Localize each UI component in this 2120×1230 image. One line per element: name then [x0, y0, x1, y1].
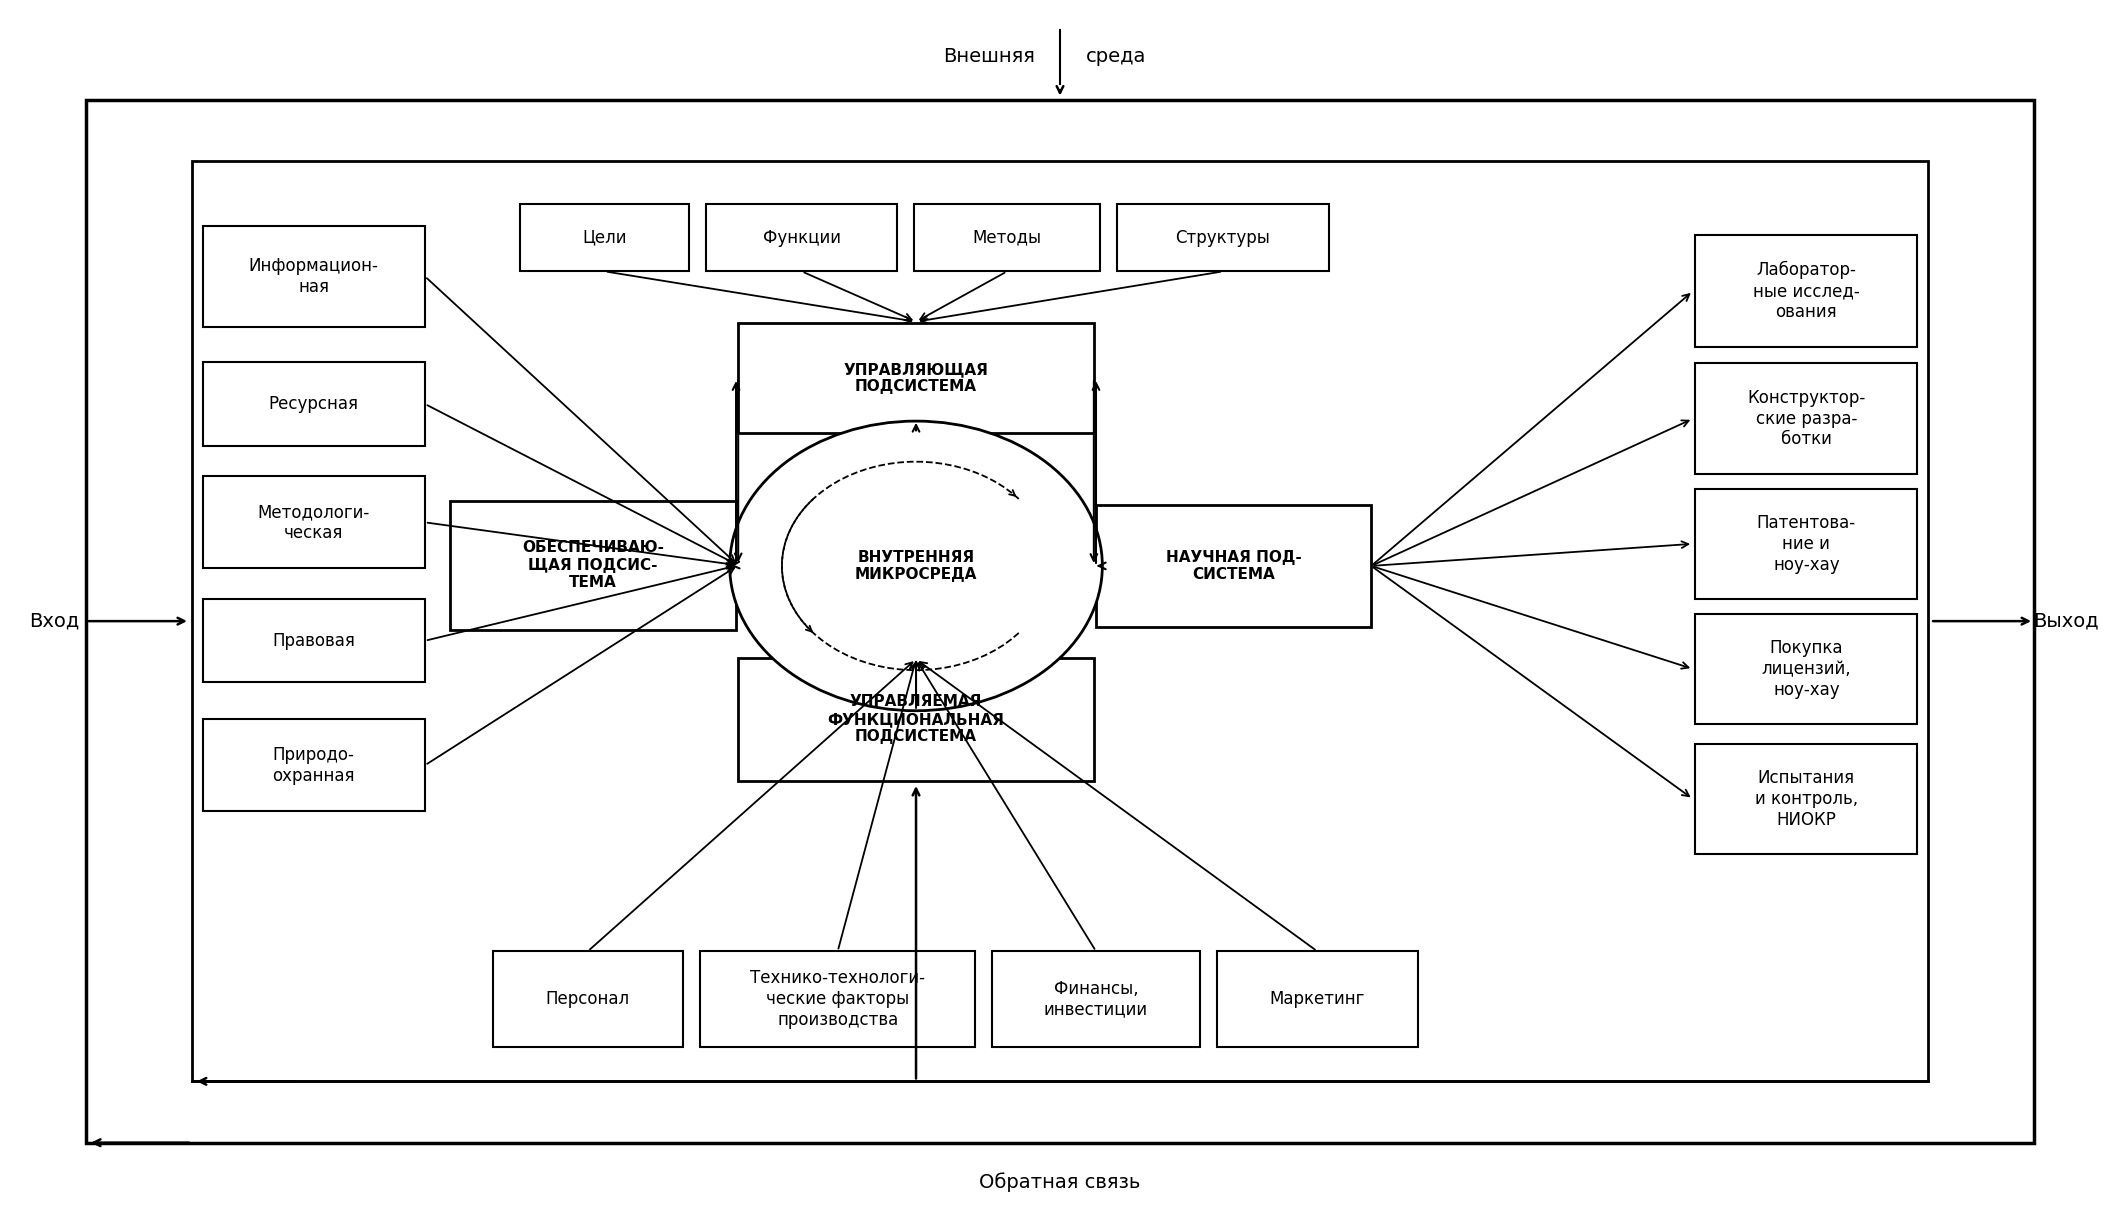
- Text: Природо-
охранная: Природо- охранная: [273, 745, 354, 785]
- FancyBboxPatch shape: [204, 362, 424, 445]
- FancyBboxPatch shape: [1696, 235, 1916, 347]
- FancyBboxPatch shape: [492, 951, 683, 1047]
- Text: УПРАВЛЯЮЩАЯ
ПОДСИСТЕМА: УПРАВЛЯЮЩАЯ ПОДСИСТЕМА: [844, 362, 988, 395]
- Text: Правовая: Правовая: [271, 632, 356, 649]
- FancyBboxPatch shape: [204, 476, 424, 568]
- Text: Испытания
и контроль,
НИОКР: Испытания и контроль, НИОКР: [1755, 769, 1857, 829]
- FancyBboxPatch shape: [706, 204, 897, 272]
- Text: Информацион-
ная: Информацион- ная: [248, 257, 379, 295]
- Text: Маркетинг: Маркетинг: [1270, 990, 1365, 1009]
- FancyBboxPatch shape: [738, 323, 1094, 433]
- FancyBboxPatch shape: [914, 204, 1100, 272]
- Text: Вход: Вход: [30, 611, 78, 631]
- Text: Внешняя: Внешняя: [943, 47, 1035, 66]
- FancyBboxPatch shape: [204, 599, 424, 683]
- FancyBboxPatch shape: [1696, 363, 1916, 474]
- Ellipse shape: [729, 421, 1102, 711]
- Text: Функции: Функции: [763, 229, 842, 247]
- Text: НАУЧНАЯ ПОД-
СИСТЕМА: НАУЧНАЯ ПОД- СИСТЕМА: [1166, 550, 1302, 582]
- Text: Покупка
лицензий,
ноу-хау: Покупка лицензий, ноу-хау: [1762, 640, 1851, 699]
- Text: среда: среда: [1085, 47, 1145, 66]
- Text: Методы: Методы: [973, 229, 1041, 247]
- Text: Персонал: Персонал: [545, 990, 630, 1009]
- Text: Обратная связь: Обратная связь: [979, 1172, 1141, 1192]
- Text: Методологи-
ческая: Методологи- ческая: [257, 503, 369, 541]
- FancyBboxPatch shape: [738, 658, 1094, 781]
- Text: УПРАВЛЯЕМАЯ
ФУНКЦИОНАЛЬНАЯ
ПОДСИСТЕМА: УПРАВЛЯЕМАЯ ФУНКЦИОНАЛЬНАЯ ПОДСИСТЕМА: [827, 695, 1005, 744]
- FancyBboxPatch shape: [519, 204, 689, 272]
- Text: Структуры: Структуры: [1177, 229, 1270, 247]
- FancyBboxPatch shape: [193, 161, 1927, 1081]
- Text: Технико-технологи-
ческие факторы
производства: Технико-технологи- ческие факторы произв…: [750, 969, 924, 1030]
- FancyBboxPatch shape: [204, 226, 424, 327]
- FancyBboxPatch shape: [700, 951, 975, 1047]
- Text: ВНУТРЕННЯЯ
МИКРОСРЕДА: ВНУТРЕННЯЯ МИКРОСРЕДА: [854, 550, 977, 582]
- Text: Ресурсная: Ресурсная: [269, 395, 358, 413]
- FancyBboxPatch shape: [449, 501, 736, 630]
- FancyBboxPatch shape: [204, 720, 424, 812]
- Text: Лаборатор-
ные исслед-
ования: Лаборатор- ные исслед- ования: [1753, 261, 1859, 321]
- FancyBboxPatch shape: [1696, 614, 1916, 724]
- FancyBboxPatch shape: [1096, 504, 1372, 627]
- Text: ОБЕСПЕЧИВАЮ-
ЩАЯ ПОДСИС-
ТЕМА: ОБЕСПЕЧИВАЮ- ЩАЯ ПОДСИС- ТЕМА: [522, 540, 664, 590]
- FancyBboxPatch shape: [1696, 488, 1916, 599]
- FancyBboxPatch shape: [87, 100, 2033, 1143]
- Text: Выход: Выход: [2033, 611, 2099, 631]
- FancyBboxPatch shape: [992, 951, 1200, 1047]
- Text: Финансы,
инвестиции: Финансы, инвестиции: [1043, 980, 1149, 1018]
- Text: Конструктор-
ские разра-
ботки: Конструктор- ские разра- ботки: [1747, 389, 1866, 449]
- FancyBboxPatch shape: [1217, 951, 1418, 1047]
- FancyBboxPatch shape: [1696, 744, 1916, 855]
- FancyBboxPatch shape: [1117, 204, 1329, 272]
- Text: Патентова-
ние и
ноу-хау: Патентова- ние и ноу-хау: [1757, 514, 1855, 573]
- Text: Цели: Цели: [583, 229, 628, 247]
